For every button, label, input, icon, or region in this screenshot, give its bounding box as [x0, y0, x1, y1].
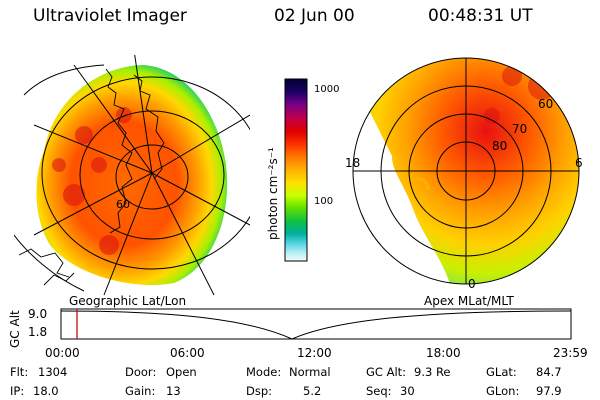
altitude-tick-bottom: 1.8: [28, 325, 48, 339]
ip-value: 18.0: [33, 384, 59, 398]
gcalt-label: GC Alt:: [366, 365, 407, 379]
glat-value: 84.7: [536, 365, 562, 379]
time-tick-1200: 12:00: [297, 346, 332, 360]
door-label: Door:: [125, 365, 157, 379]
altitude-plot: [60, 308, 572, 340]
polar-grid: [352, 57, 580, 285]
flt-value: 1304: [38, 365, 68, 379]
date-label: 02 Jun 00: [274, 6, 355, 26]
altitude-plot-frame: [60, 308, 572, 340]
colorbar: [284, 78, 308, 262]
glat-label: GLat:: [486, 365, 517, 379]
geographic-image-panel: 60: [14, 55, 250, 296]
altitude-axis-label: GC Alt: [8, 310, 22, 348]
glon-value: 97.9: [536, 384, 562, 398]
mlat-70-label: 70: [512, 122, 527, 136]
colorbar-tick-100: 100: [314, 196, 334, 207]
altitude-curve: [60, 310, 572, 340]
altitude-tick-top: 9.0: [28, 307, 48, 321]
time-tick-2359: 23:59: [553, 346, 588, 360]
time-label: 00:48:31 UT: [428, 6, 533, 26]
dsp-label: Dsp:: [246, 384, 273, 398]
time-tick-0000: 00:00: [45, 346, 80, 360]
seq-label: Seq:: [366, 384, 392, 398]
mlt-6-label: 6: [575, 156, 583, 170]
right-aurora-image: [362, 58, 579, 284]
colorbar-tick-1000: 1000: [314, 84, 340, 95]
time-tick-1800: 18:00: [426, 346, 461, 360]
left-aurora-image: [36, 65, 228, 286]
left-lat-label: 60: [116, 198, 130, 211]
geographic-caption: Geographic Lat/Lon: [69, 294, 187, 308]
flt-label: Flt:: [10, 365, 29, 379]
glon-label: GLon:: [486, 384, 520, 398]
colorbar-unit-label: photon cm⁻²s⁻¹: [266, 147, 280, 240]
gain-label: Gain:: [125, 384, 156, 398]
mode-label: Mode:: [246, 365, 282, 379]
polar-image-panel: 60 70 80 18 6 0: [345, 57, 583, 290]
coastline: [18, 68, 165, 286]
mlt-18-label: 18: [345, 156, 360, 170]
mlat-60-label: 60: [538, 97, 553, 111]
dsp-value: 5.2: [303, 384, 322, 398]
mode-value: Normal: [289, 365, 331, 379]
gcalt-value: 9.3 Re: [414, 365, 451, 379]
mlt-0-label: 0: [468, 277, 476, 290]
seq-value: 30: [400, 384, 415, 398]
door-value: Open: [166, 365, 197, 379]
geographic-graticule: [14, 55, 250, 296]
time-tick-0600: 06:00: [170, 346, 205, 360]
mlat-80-label: 80: [492, 139, 507, 153]
ip-label: IP:: [10, 384, 25, 398]
apex-caption: Apex MLat/MLT: [424, 294, 514, 308]
instrument-title: Ultraviolet Imager: [33, 6, 187, 26]
gain-value: 13: [166, 384, 181, 398]
